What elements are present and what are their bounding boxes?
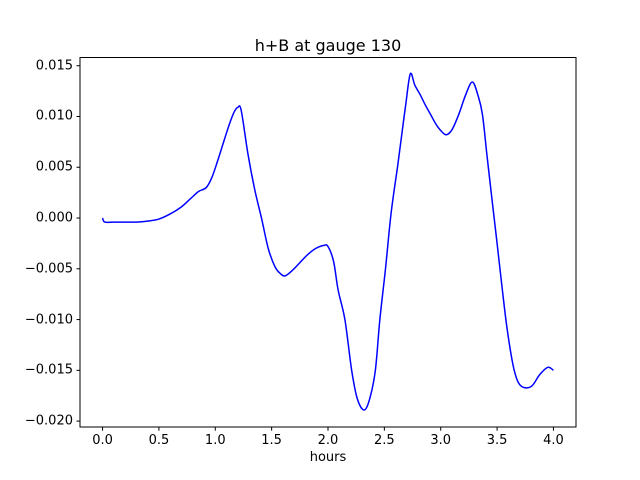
y-tick-label: −0.020	[24, 413, 73, 429]
x-tick-label: 1.0	[204, 433, 226, 448]
x-tick-label: 4.0	[543, 433, 564, 448]
y-tick-label: 0.000	[35, 210, 73, 226]
y-tick-label: 0.010	[35, 108, 73, 124]
x-tick-label: 1.5	[261, 433, 282, 448]
x-tick-label: 0.0	[92, 433, 113, 448]
x-tick-label: 2.0	[317, 433, 339, 448]
y-tick-label: −0.005	[24, 261, 73, 277]
y-tick-label: −0.010	[24, 312, 73, 328]
chart-title: h+B at gauge 130	[254, 36, 402, 55]
x-tick-label: 3.5	[486, 433, 508, 448]
axes-spines	[79, 57, 577, 428]
data-line-h+B	[101, 72, 554, 411]
x-tick-label: 2.5	[374, 433, 395, 448]
y-tick-label: −0.015	[24, 362, 73, 378]
x-tick-label: 0.5	[148, 433, 170, 448]
x-axis-label: hours	[309, 450, 347, 465]
y-tick-label: 0.015	[35, 58, 73, 74]
x-tick-label: 3.0	[430, 433, 452, 448]
y-tick-label: 0.005	[35, 159, 73, 175]
